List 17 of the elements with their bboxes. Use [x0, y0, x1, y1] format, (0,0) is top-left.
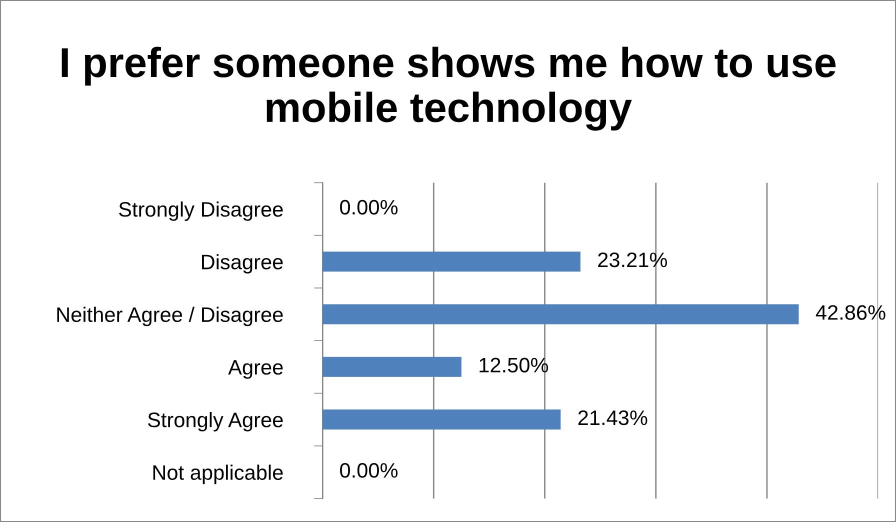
bar: [322, 356, 462, 377]
bar: [322, 304, 799, 324]
data-label: 0.00%: [340, 200, 398, 215]
data-label: 42.86%: [816, 305, 886, 320]
y-tick-label: Strongly Agree: [148, 412, 283, 432]
chart-title: I prefer someone shows me how to use mobile technology: [62, 46, 836, 131]
y-tick-label: Strongly Disagree: [119, 201, 283, 221]
y-tick-label: Not applicable: [153, 464, 283, 484]
y-tick-label: Neither Agree / Disagree: [57, 306, 283, 326]
data-label: 21.43%: [578, 410, 648, 426]
data-label: 12.50%: [480, 358, 548, 373]
bar: [322, 252, 580, 272]
bar: [322, 410, 561, 430]
y-tick-label: Disagree: [202, 254, 283, 274]
data-label: 0.00%: [340, 463, 398, 478]
data-label: 23.21%: [598, 252, 668, 268]
y-tick-label: Agree: [228, 360, 283, 379]
